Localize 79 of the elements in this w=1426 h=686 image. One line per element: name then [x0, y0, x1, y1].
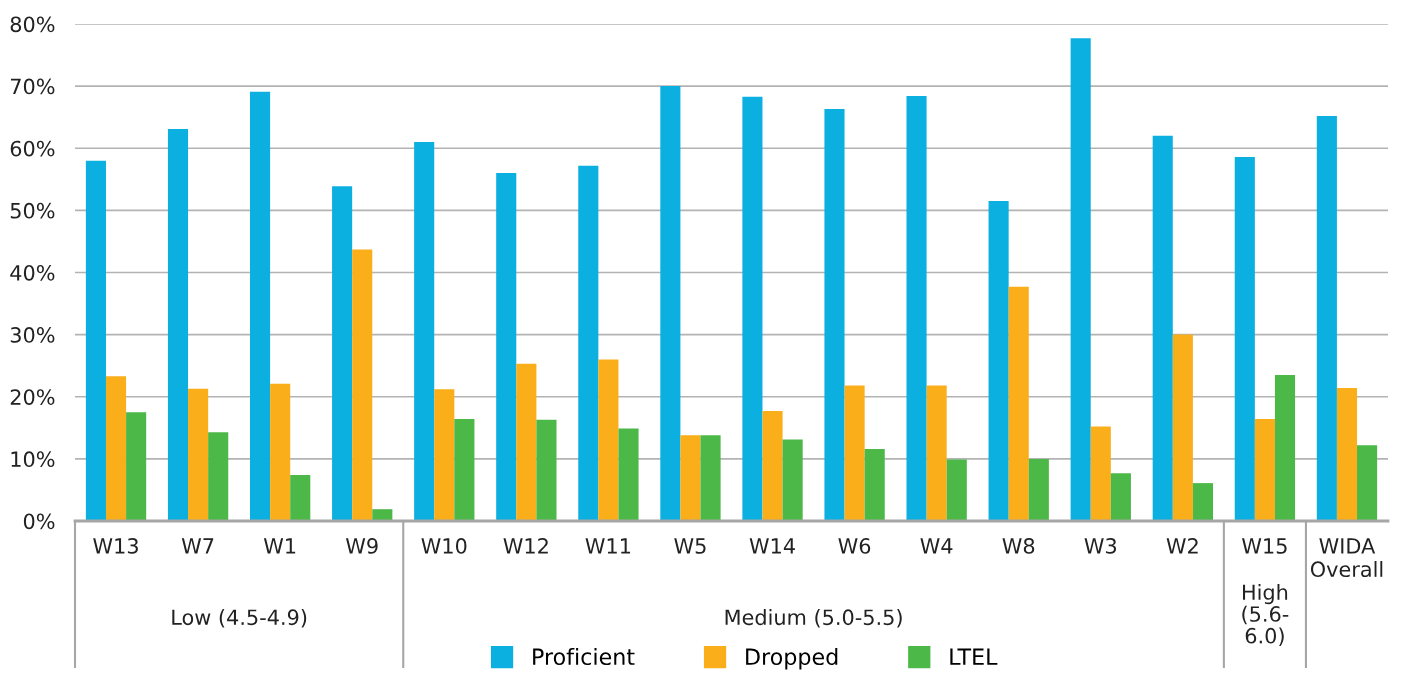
bar: [1316, 115, 1337, 521]
bar: [1152, 135, 1173, 521]
bar: [1357, 445, 1378, 521]
bar: [454, 419, 475, 521]
text: High (5.6-6.0): [1242, 584, 1289, 647]
bar: [290, 475, 311, 521]
bar: [906, 96, 927, 521]
x-tick-label: W7: [181, 538, 214, 554]
bar: [824, 109, 845, 521]
bar: [1008, 286, 1029, 521]
bar: [188, 388, 209, 521]
bar: [105, 376, 127, 521]
bar: [208, 432, 229, 521]
bar: [1070, 38, 1091, 521]
bar: [536, 419, 557, 521]
bar: [762, 411, 783, 521]
legend-label: Proficient: [533, 647, 635, 666]
x-tick-label: W14: [749, 538, 795, 554]
bar: [352, 249, 373, 521]
x-tick-label: W10: [421, 538, 467, 554]
bar: [844, 385, 865, 521]
bar: [946, 459, 967, 521]
x-tick-label: W11: [585, 538, 631, 554]
bar: [700, 435, 721, 521]
bar: [598, 359, 619, 521]
bar: [1090, 426, 1111, 521]
bar: [1234, 156, 1255, 521]
bar: [782, 439, 803, 521]
bar: [578, 165, 599, 521]
bar: [660, 86, 681, 521]
y-tick-label: 50%: [10, 202, 55, 219]
text: Medium (5.0-5.5): [725, 609, 902, 628]
bar: [434, 389, 455, 521]
y-tick-label: 30%: [10, 327, 55, 343]
bar: [680, 435, 701, 521]
y-tick-label: 10%: [11, 451, 55, 468]
y-tick-label: 0%: [23, 513, 55, 530]
bar: [864, 448, 885, 521]
bar: [167, 128, 189, 521]
y-tick-label: 60%: [10, 140, 55, 157]
x-tick-label: W2: [1166, 538, 1198, 554]
bar: [1028, 458, 1049, 521]
bar: [1254, 419, 1275, 521]
x-tick-label: W8: [1002, 538, 1035, 554]
bar: [1110, 473, 1131, 521]
bar: [516, 363, 537, 521]
x-tick-label: W4: [920, 538, 953, 554]
y-tick-label: 70%: [10, 78, 55, 95]
x-tick-label: W1: [263, 538, 296, 554]
x-tick-label: W6: [838, 538, 871, 554]
bar: [1336, 388, 1358, 521]
bar: [742, 96, 763, 521]
bar: [496, 173, 517, 521]
x-tick-label: W5: [674, 538, 706, 554]
bar: [414, 142, 435, 521]
x-tick-label: W3: [1084, 538, 1117, 554]
bar: [372, 509, 393, 521]
bar: [126, 412, 147, 521]
text: Low (4.5-4.9): [172, 609, 307, 628]
bar: [85, 160, 106, 521]
bar: [270, 383, 291, 521]
bar: [332, 186, 353, 521]
bar: [988, 201, 1009, 521]
y-tick-label: 20%: [10, 389, 55, 405]
bar: [926, 385, 947, 521]
legend-label: Dropped: [746, 647, 838, 670]
x-tick-label: W15: [1242, 538, 1287, 554]
y-tick-label: 40%: [10, 264, 55, 281]
bar: [250, 91, 271, 521]
bar: [1192, 483, 1213, 521]
y-tick-label: 80%: [10, 16, 55, 33]
x-tick-label: W9: [345, 538, 378, 554]
bar: [618, 428, 639, 521]
x-tick-label: W12: [503, 538, 548, 554]
x-tick-label: WIDA Overall: [1310, 538, 1383, 578]
legend-label: LTEL: [950, 648, 998, 665]
x-tick-label: W13: [93, 538, 138, 554]
bar: [1172, 334, 1193, 521]
bar: [1274, 375, 1296, 521]
